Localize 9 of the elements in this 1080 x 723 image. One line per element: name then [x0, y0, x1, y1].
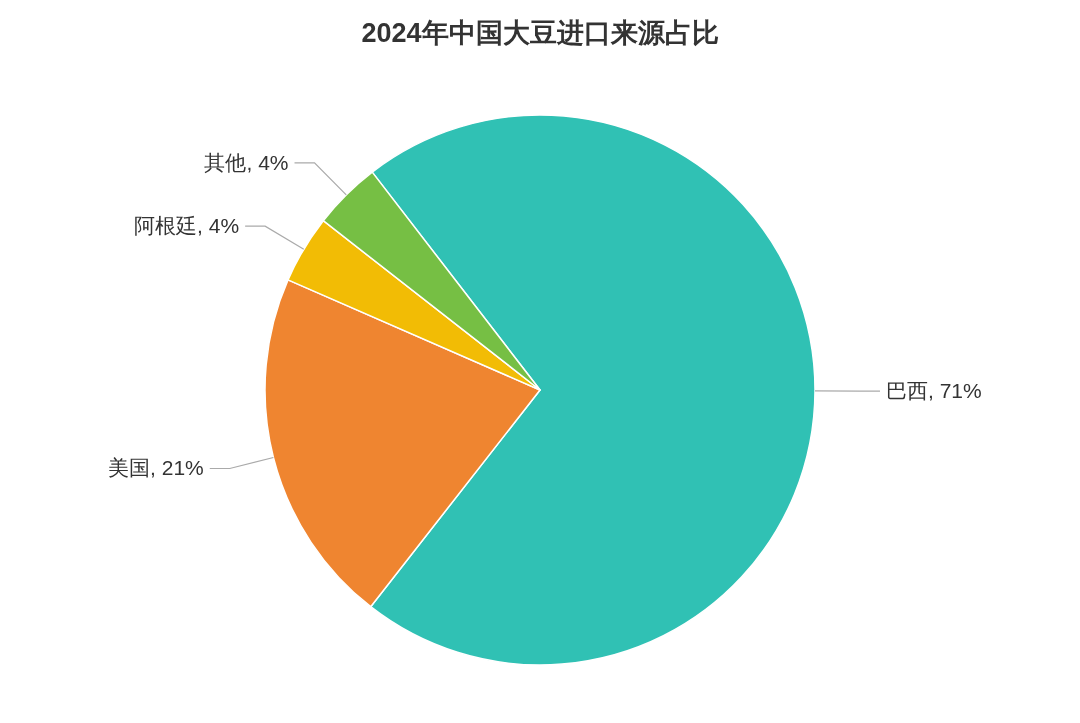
data-label: , 71%: [928, 379, 982, 403]
data-label: , 4%: [197, 214, 240, 238]
slice-label: 其他: [204, 150, 247, 174]
slice-label: 巴西: [886, 379, 928, 403]
data-label: , 4%: [246, 150, 289, 174]
slice-label: 美国: [108, 456, 151, 480]
chart-title: 2024年中国大豆进口来源占比: [361, 18, 719, 48]
data-label: , 21%: [150, 456, 204, 480]
slice-label: 阿根廷: [134, 214, 198, 238]
